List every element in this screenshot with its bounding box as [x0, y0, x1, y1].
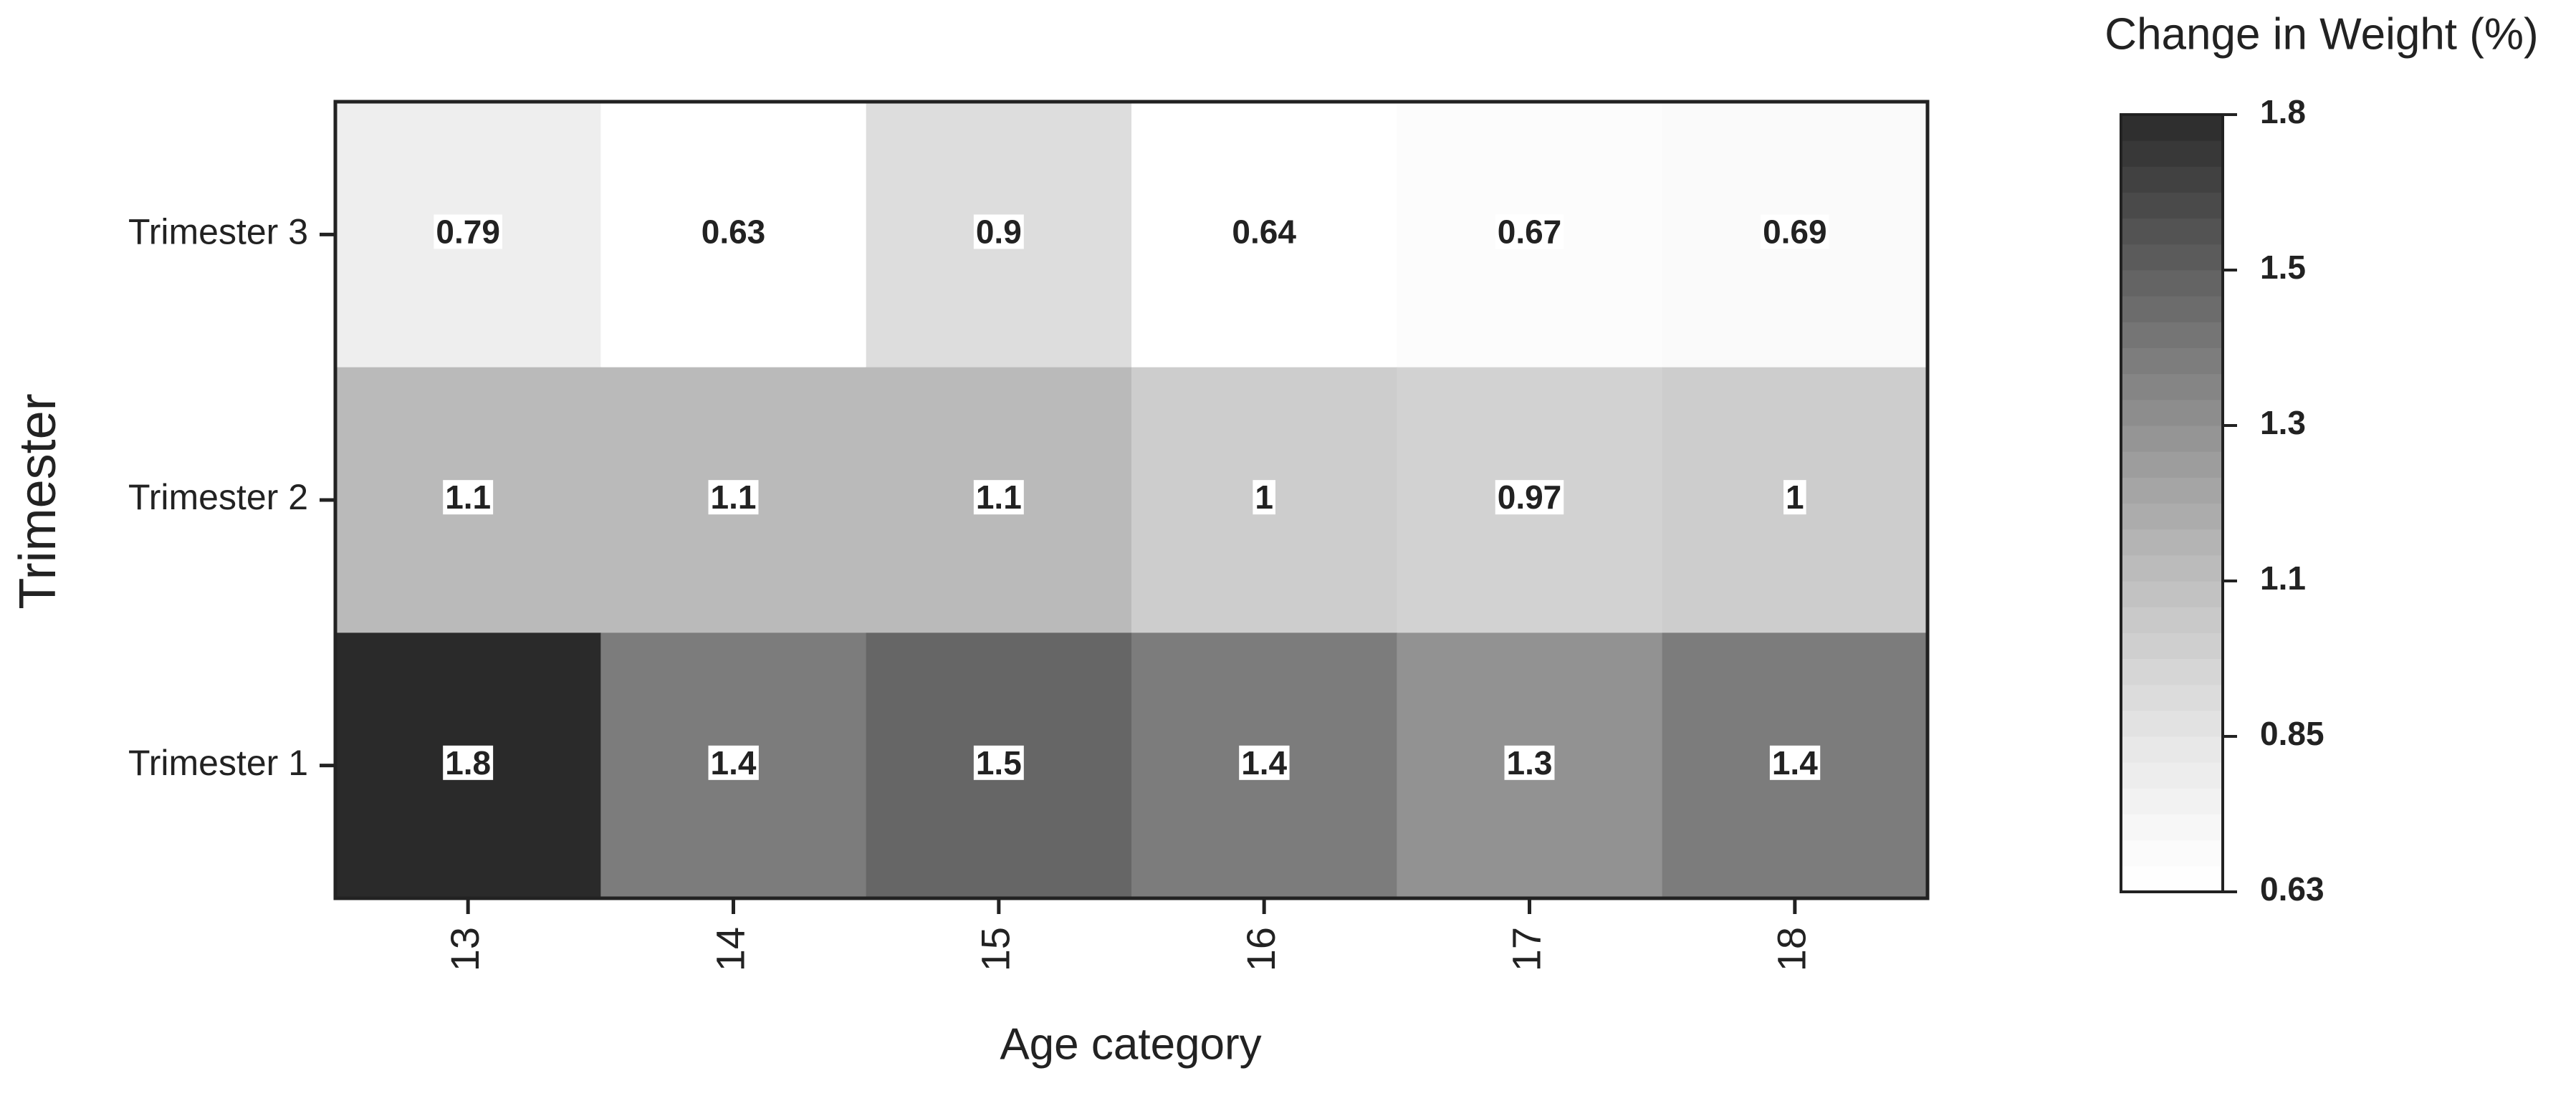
value-label-bg	[1504, 745, 1555, 780]
colorbar-step	[2121, 192, 2223, 219]
colorbar-step	[2121, 633, 2223, 659]
value-label: 1.4	[1772, 744, 1818, 782]
x-axis-label: Age category	[1000, 1019, 1261, 1069]
value-label-bg	[443, 480, 494, 515]
value-label-bg	[1239, 745, 1290, 780]
colorbar-tick-label: 0.63	[2260, 870, 2324, 908]
value-label: 1.1	[711, 479, 757, 516]
value-label-bg	[1783, 480, 1806, 515]
value-label: 0.69	[1763, 213, 1827, 250]
x-tick-label: 13	[442, 927, 487, 971]
value-label-bg	[973, 214, 1024, 249]
colorbar-step	[2121, 503, 2223, 530]
value-label-bg	[443, 745, 494, 780]
value-label: 0.79	[436, 213, 500, 250]
value-label: 1.5	[976, 744, 1022, 782]
value-label-bg	[708, 480, 759, 515]
y-tick-label: Trimester 1	[128, 743, 308, 783]
x-tick-label: 18	[1769, 927, 1814, 971]
value-label-bg	[1253, 480, 1275, 515]
value-label: 0.9	[976, 213, 1022, 250]
value-label-bg	[1769, 745, 1821, 780]
value-label-bg	[1495, 214, 1564, 249]
colorbar-step	[2121, 477, 2223, 504]
value-label-bg	[708, 745, 759, 780]
colorbar-step	[2121, 788, 2223, 814]
value-label: 1.1	[445, 479, 491, 516]
value-label: 1	[1786, 479, 1804, 516]
colorbar-title: Change in Weight (%)	[2105, 9, 2538, 59]
value-label-bg	[699, 214, 768, 249]
colorbar-tick-label: 1.8	[2260, 93, 2306, 130]
colorbar-step	[2121, 166, 2223, 193]
value-label: 1.1	[976, 479, 1022, 516]
value-label: 1.4	[711, 744, 757, 782]
x-tick-label: 16	[1238, 927, 1283, 971]
colorbar-tick-label: 1.1	[2260, 559, 2306, 597]
value-label: 0.67	[1498, 213, 1562, 250]
value-label-bg	[973, 745, 1024, 780]
x-tick-label: 15	[973, 927, 1018, 971]
y-tick-label: Trimester 3	[128, 212, 308, 252]
colorbar-tick-label: 1.3	[2260, 404, 2306, 441]
value-label: 1	[1255, 479, 1273, 516]
colorbar-tick-label: 0.85	[2260, 715, 2324, 752]
colorbar-step	[2121, 140, 2223, 167]
value-label: 0.63	[702, 213, 766, 250]
colorbar-step	[2121, 529, 2223, 556]
value-label: 1.4	[1241, 744, 1287, 782]
x-tick-label: 17	[1503, 927, 1548, 971]
value-label-bg	[973, 480, 1024, 515]
colorbar-step	[2121, 322, 2223, 348]
colorbar-step	[2121, 115, 2223, 141]
colorbar-step	[2121, 451, 2223, 478]
colorbar-step	[2121, 607, 2223, 633]
colorbar-step	[2121, 347, 2223, 375]
colorbar-step	[2121, 244, 2223, 271]
colorbar-step	[2121, 865, 2223, 893]
colorbar-step	[2121, 426, 2223, 452]
value-label: 0.64	[1232, 213, 1296, 250]
colorbar-step	[2121, 296, 2223, 322]
colorbar-step	[2121, 840, 2223, 867]
y-axis-label: Trimester	[9, 393, 67, 609]
colorbar-step	[2121, 736, 2223, 763]
y-tick-label: Trimester 2	[128, 477, 308, 517]
colorbar-step	[2121, 814, 2223, 841]
value-label-bg	[1495, 480, 1564, 515]
value-label-bg	[1761, 214, 1829, 249]
colorbar-step	[2121, 581, 2223, 607]
value-label: 0.97	[1498, 479, 1562, 516]
colorbar-step	[2121, 658, 2223, 686]
colorbar-step	[2121, 399, 2223, 426]
value-label-bg	[1230, 214, 1299, 249]
value-label: 1.8	[445, 744, 491, 782]
colorbar-tick-label: 1.5	[2260, 249, 2306, 286]
colorbar-step	[2121, 218, 2223, 245]
value-label-bg	[434, 214, 502, 249]
colorbar-step	[2121, 270, 2223, 297]
colorbar-step	[2121, 684, 2223, 711]
x-tick-label: 14	[707, 927, 752, 971]
colorbar-step	[2121, 710, 2223, 737]
value-label: 1.3	[1507, 744, 1553, 782]
colorbar-step	[2121, 554, 2223, 582]
colorbar-frame	[2120, 113, 2224, 893]
colorbar-step	[2121, 762, 2223, 789]
colorbar-step	[2121, 373, 2223, 400]
